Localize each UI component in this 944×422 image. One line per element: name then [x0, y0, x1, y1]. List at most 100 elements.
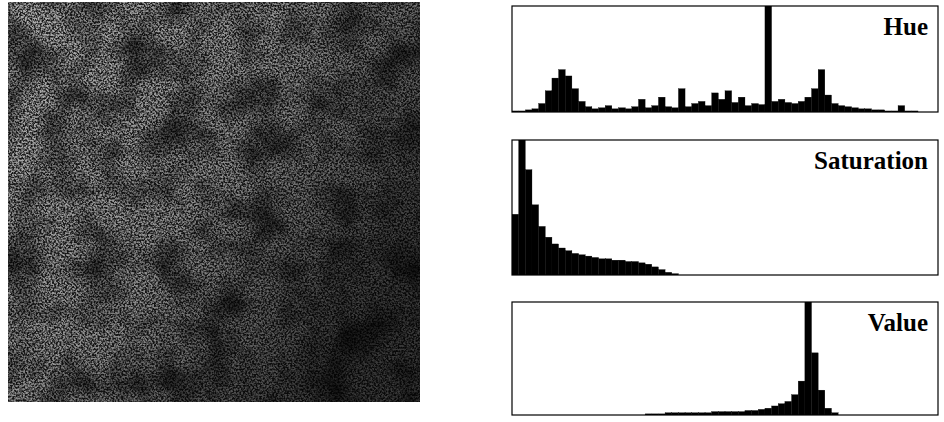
bar: [599, 259, 606, 275]
bars: [512, 6, 918, 112]
bar: [705, 106, 712, 112]
bar: [752, 410, 759, 415]
bar: [599, 108, 606, 112]
bar: [512, 214, 519, 275]
bar: [652, 106, 659, 112]
histogram-panel: Saturation: [512, 140, 938, 275]
panel-title: Saturation: [814, 147, 928, 174]
bar: [785, 401, 792, 415]
bar: [832, 104, 839, 112]
bar: [698, 101, 705, 112]
bar: [632, 107, 639, 112]
bar: [539, 226, 546, 275]
bar: [539, 104, 546, 112]
bar: [798, 101, 805, 112]
bar: [812, 353, 819, 415]
bar: [605, 259, 612, 275]
bar: [665, 107, 672, 112]
panel-title: Value: [868, 309, 928, 336]
bar: [625, 262, 632, 276]
bar: [658, 97, 665, 112]
bar: [805, 302, 812, 415]
bar: [565, 76, 572, 112]
bar: [692, 104, 699, 112]
bar: [732, 102, 739, 112]
bar: [559, 70, 566, 112]
bar: [612, 260, 619, 275]
bar: [752, 104, 759, 112]
bar: [792, 395, 799, 415]
plot-frame: [512, 302, 938, 415]
bars: [645, 302, 838, 415]
bar: [638, 99, 645, 112]
bar: [772, 101, 779, 112]
bar: [745, 106, 752, 112]
bar: [825, 95, 832, 112]
bar: [552, 244, 559, 275]
bar: [585, 107, 592, 112]
bar: [738, 97, 745, 112]
bar: [758, 105, 765, 112]
bar: [805, 97, 812, 112]
bar: [645, 108, 652, 112]
image-blotches: [8, 2, 420, 402]
bar: [585, 256, 592, 275]
bar: [678, 89, 685, 112]
bar: [525, 170, 532, 275]
bar: [818, 390, 825, 415]
bars: [512, 140, 678, 275]
bar: [765, 6, 772, 112]
bar: [532, 205, 539, 275]
bar: [579, 101, 586, 112]
bar: [818, 70, 825, 112]
bar: [785, 102, 792, 112]
bar: [545, 237, 552, 275]
bar: [718, 99, 725, 112]
plot-frame: [512, 6, 938, 112]
bar: [632, 262, 639, 276]
bar: [758, 409, 765, 415]
bar: [798, 381, 805, 415]
bar: [812, 89, 819, 112]
texture-image: [8, 2, 420, 402]
histogram-panel: Hue: [512, 6, 938, 112]
bar: [898, 106, 905, 112]
bar: [772, 406, 779, 415]
bar: [845, 107, 852, 112]
bar: [545, 91, 552, 112]
bar: [559, 248, 566, 275]
bar: [519, 140, 526, 275]
bar: [619, 260, 626, 275]
panel-title: Hue: [884, 13, 928, 40]
bar: [645, 264, 652, 275]
bar: [565, 251, 572, 275]
bar: [552, 78, 559, 112]
bar: [778, 99, 785, 112]
image-ground: [8, 2, 420, 402]
bar: [672, 108, 679, 112]
bar: [851, 108, 858, 112]
bar: [572, 253, 579, 275]
bar: [619, 108, 626, 112]
bar: [838, 106, 845, 112]
bar: [572, 89, 579, 112]
bar: [792, 104, 799, 112]
bar: [765, 408, 772, 415]
bar: [638, 263, 645, 275]
bar: [592, 257, 599, 275]
bar: [778, 404, 785, 415]
histogram-panel: Value: [512, 302, 938, 415]
image-speckle: [8, 2, 420, 402]
bar: [712, 93, 719, 112]
bar: [745, 410, 752, 415]
bar: [825, 408, 832, 415]
bar: [579, 255, 586, 275]
bar: [605, 106, 612, 112]
plot-frame: [512, 140, 938, 275]
bar: [658, 270, 665, 275]
image-shading: [8, 2, 420, 402]
figure: Hue Saturation Value: [0, 0, 944, 422]
bar: [685, 107, 692, 112]
bar: [652, 267, 659, 275]
bar: [725, 91, 732, 112]
